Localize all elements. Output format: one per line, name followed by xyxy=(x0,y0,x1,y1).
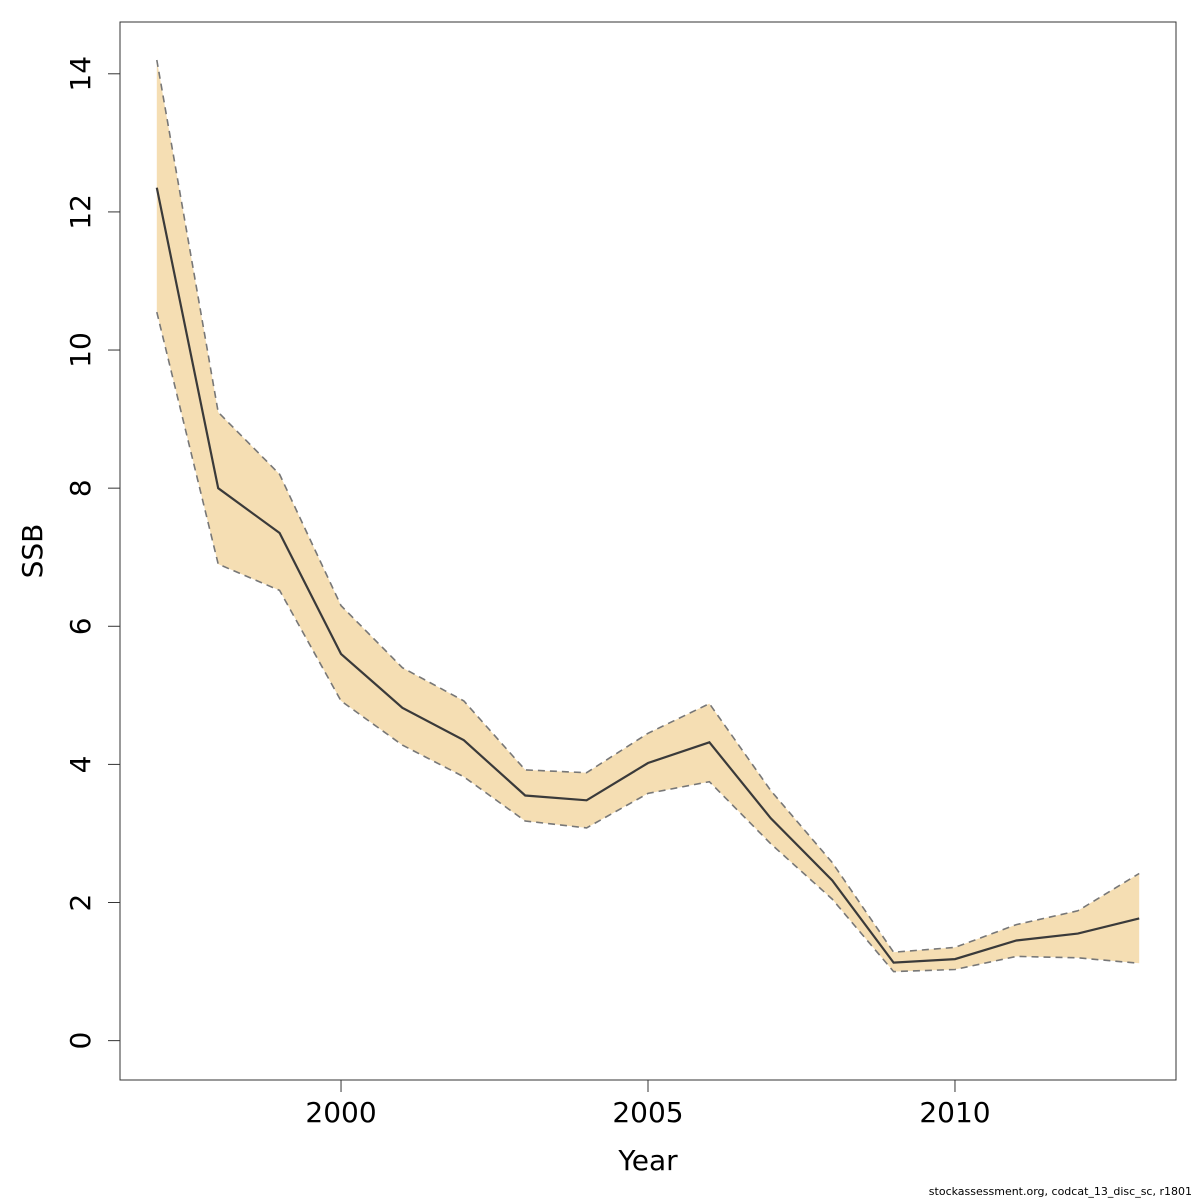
series-layer xyxy=(155,59,1140,973)
y-tick-label: 6 xyxy=(64,617,97,635)
upper-bound-line xyxy=(156,59,1140,954)
ssb-estimate-line xyxy=(155,187,1140,964)
y-tick-label: 8 xyxy=(64,479,97,497)
y-axis: 0 2 4 6 8 10 12 14 xyxy=(64,56,121,1050)
y-tick-label: 2 xyxy=(64,894,97,912)
x-tick-label: 2005 xyxy=(612,1096,683,1129)
x-tick-label: 2000 xyxy=(305,1096,376,1129)
y-tick-label: 0 xyxy=(64,1032,97,1050)
footer-credit: stockassessment.org, codcat_13_disc_sc, … xyxy=(928,1185,1192,1198)
lower-bound-line xyxy=(156,311,1140,973)
x-axis: 2000 2005 2010 xyxy=(305,1079,991,1129)
confidence-band xyxy=(156,60,1140,972)
x-axis-title: Year xyxy=(617,1144,678,1177)
x-tick-label: 2010 xyxy=(919,1096,990,1129)
y-tick-label: 12 xyxy=(64,194,97,230)
y-axis-title: SSB xyxy=(16,524,49,579)
confidence-band-layer xyxy=(156,60,1140,972)
y-tick-label: 14 xyxy=(64,56,97,92)
y-tick-label: 4 xyxy=(64,755,97,773)
y-tick-label: 10 xyxy=(64,332,97,368)
